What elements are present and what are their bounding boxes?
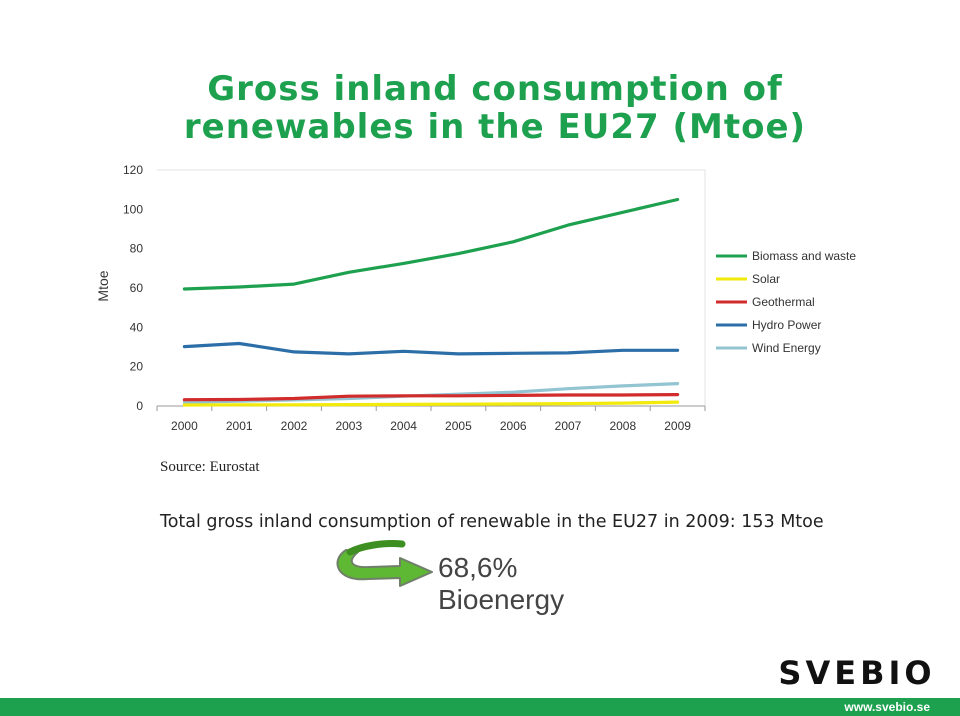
total-consumption-text: Total gross inland consumption of renewa… bbox=[160, 512, 824, 532]
bioenergy-share-value: 68,6% bbox=[438, 552, 518, 583]
y-tick-label: 40 bbox=[130, 320, 144, 334]
legend-label: Hydro Power bbox=[752, 318, 821, 332]
x-tick-label: 2009 bbox=[664, 419, 691, 433]
slide-title: Gross inland consumption of renewables i… bbox=[150, 70, 840, 146]
y-tick-label: 20 bbox=[130, 360, 144, 374]
x-tick-label: 2001 bbox=[226, 419, 253, 433]
x-tick-label: 2006 bbox=[500, 419, 527, 433]
x-tick-label: 2008 bbox=[609, 419, 636, 433]
y-axis-title: Mtoe bbox=[95, 270, 111, 301]
series-line-biomass-and-waste bbox=[182, 197, 680, 291]
curved-arrow-icon bbox=[336, 540, 433, 587]
footer-bar: www.svebio.se bbox=[0, 698, 960, 716]
series-line-geothermal bbox=[182, 393, 680, 402]
series-line-hydro-power bbox=[182, 341, 680, 356]
source-note: Source: Eurostat bbox=[160, 459, 260, 475]
bioenergy-share-label: Bioenergy bbox=[438, 584, 565, 615]
series-line-solar bbox=[182, 400, 680, 407]
y-tick-label: 80 bbox=[130, 242, 144, 256]
line-chart: 0 20 40 60 80 100 120 Mtoe 2000 2001 2002 2003 2004 2… bbox=[95, 163, 856, 433]
x-tick-label: 2007 bbox=[555, 419, 582, 433]
legend-label: Biomass and waste bbox=[752, 249, 856, 263]
legend-label: Geothermal bbox=[752, 295, 815, 309]
slide-title-line-2: renewables in the EU27 (Mtoe) bbox=[183, 107, 807, 147]
x-tick-label: 2004 bbox=[390, 419, 417, 433]
x-tick-label: 2002 bbox=[281, 419, 308, 433]
x-tick-label: 2005 bbox=[445, 419, 472, 433]
y-tick-label: 100 bbox=[123, 202, 143, 216]
y-tick-label: 0 bbox=[136, 399, 143, 413]
y-tick-label: 60 bbox=[130, 281, 144, 295]
svebio-logo: SVEBIO bbox=[778, 655, 935, 689]
bioenergy-share: 68,6% Bioenergy bbox=[438, 552, 564, 616]
y-tick-label: 120 bbox=[123, 163, 143, 177]
x-tick-label: 2003 bbox=[335, 419, 362, 433]
legend-label: Wind Energy bbox=[752, 341, 821, 355]
footer-url: www.svebio.se bbox=[844, 700, 930, 714]
legend-label: Solar bbox=[752, 272, 780, 286]
slide-title-line-1: Gross inland consumption of bbox=[207, 69, 783, 109]
plot-border bbox=[157, 169, 706, 406]
x-tick-label: 2000 bbox=[171, 419, 198, 433]
svg-text:SVEBIO: SVEBIO bbox=[778, 655, 935, 689]
